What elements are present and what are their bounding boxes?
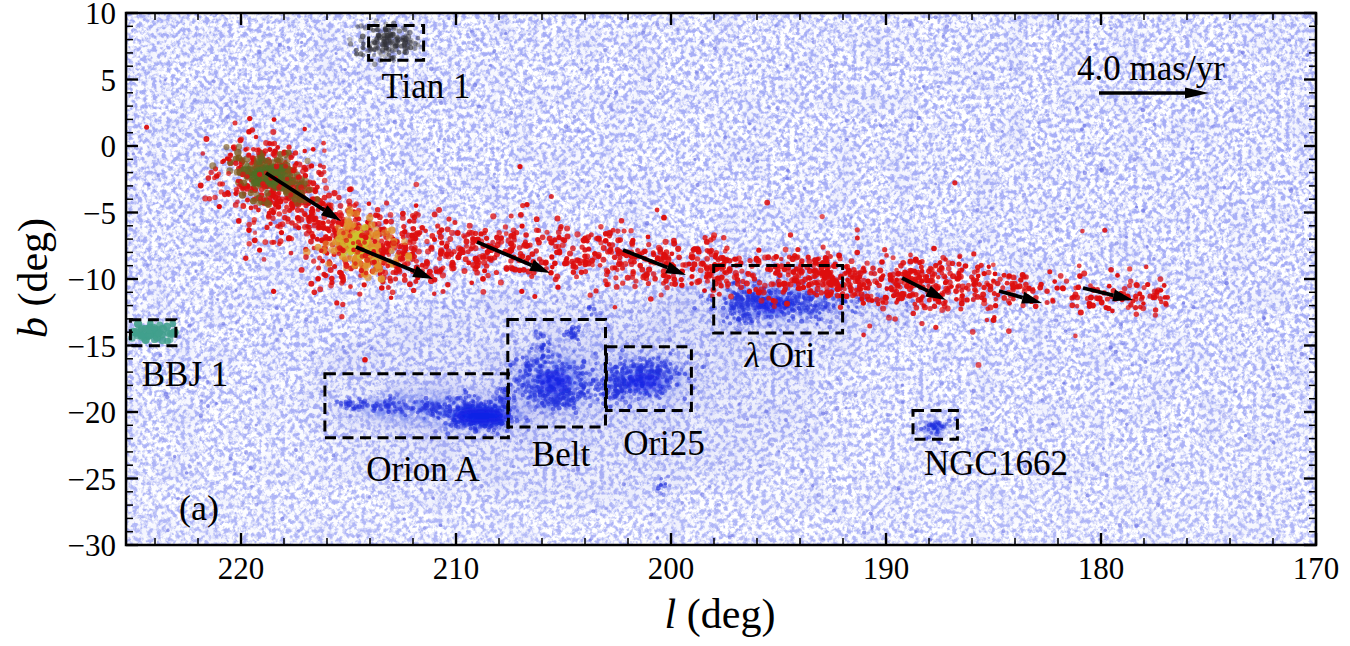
svg-text:(a): (a) — [179, 488, 219, 528]
svg-text:l (deg): l (deg) — [665, 591, 776, 638]
svg-text:220: 220 — [218, 551, 265, 586]
svg-text:NGC1662: NGC1662 — [924, 444, 1068, 483]
svg-text:5: 5 — [101, 63, 117, 98]
svg-text:180: 180 — [1078, 551, 1125, 586]
svg-text:10: 10 — [85, 0, 116, 31]
svg-text:0: 0 — [101, 129, 117, 164]
svg-text:−5: −5 — [83, 196, 116, 231]
svg-text:210: 210 — [433, 551, 480, 586]
svg-text:−15: −15 — [68, 329, 116, 364]
svg-text:−25: −25 — [68, 462, 116, 497]
svg-text:−20: −20 — [68, 395, 116, 430]
svg-text:b (deg): b (deg) — [10, 218, 57, 338]
svg-text:−30: −30 — [68, 528, 116, 563]
svg-text:Ori25: Ori25 — [623, 424, 705, 463]
svg-text:BBJ 1: BBJ 1 — [142, 355, 229, 394]
svg-text:4.0 mas/yr: 4.0 mas/yr — [1077, 49, 1225, 88]
svg-text:−10: −10 — [68, 262, 116, 297]
svg-text:Belt: Belt — [532, 435, 591, 474]
svg-text:Orion A: Orion A — [366, 450, 480, 489]
svg-text:170: 170 — [1293, 551, 1340, 586]
svg-text:200: 200 — [648, 551, 695, 586]
svg-text:190: 190 — [863, 551, 910, 586]
svg-text:Tian 1: Tian 1 — [381, 67, 470, 106]
svg-text:λ Ori: λ Ori — [744, 336, 816, 375]
